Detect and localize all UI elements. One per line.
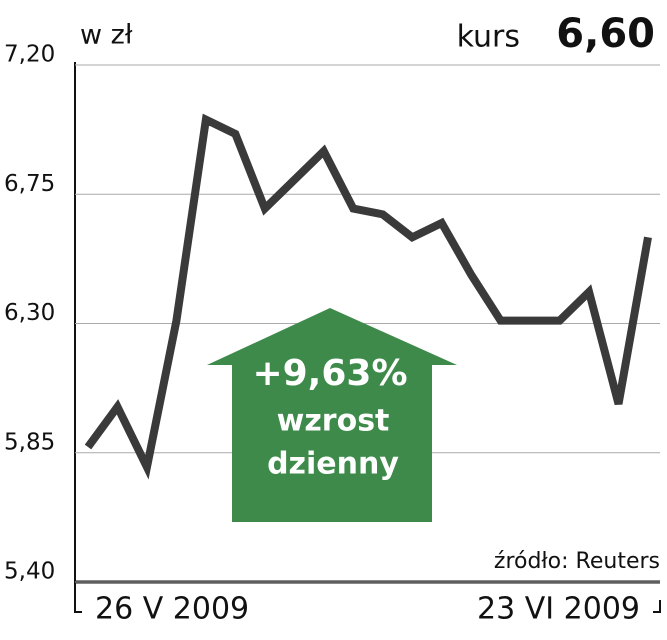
axis-bracket bbox=[74, 600, 661, 613]
unit-label: w zł bbox=[80, 20, 133, 51]
x-tick-label: 26 V 2009 bbox=[95, 592, 249, 627]
annotation: dzienny bbox=[267, 447, 399, 482]
price-value: 6,60 bbox=[556, 11, 655, 57]
source: źródło: Reuters bbox=[494, 549, 660, 574]
y-tick-label: 7,20 bbox=[4, 42, 55, 68]
annotation: +9,63% bbox=[252, 353, 407, 394]
y-tick-label: 6,30 bbox=[4, 300, 55, 326]
price-label: kurs bbox=[457, 20, 520, 55]
line bbox=[84, 113, 652, 480]
y-tick-label: 5,40 bbox=[4, 559, 55, 585]
annotation: wzrost bbox=[277, 404, 390, 439]
y-tick-label: 5,85 bbox=[4, 429, 55, 455]
x-tick-label: 23 VI 2009 bbox=[477, 592, 640, 627]
y-tick-label: 6,75 bbox=[4, 171, 55, 197]
arrow bbox=[207, 308, 457, 522]
